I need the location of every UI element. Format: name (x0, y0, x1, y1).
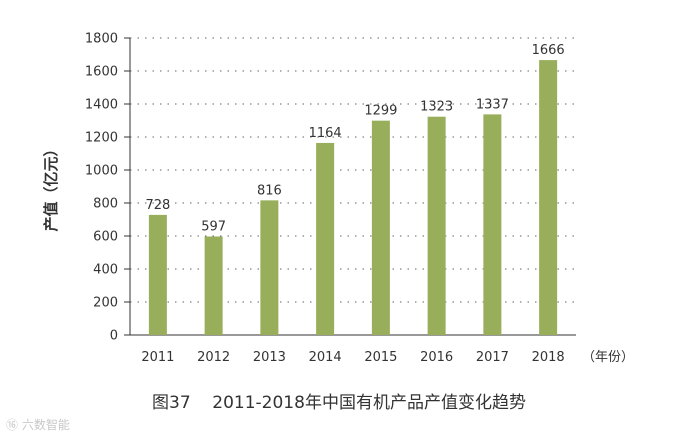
y-tick-label: 1800 (85, 32, 118, 47)
data-label-2017: 1337 (476, 97, 509, 112)
x-tick-label: 2018 (532, 350, 565, 365)
data-label-2016: 1323 (420, 100, 453, 115)
data-label-2013: 816 (257, 183, 282, 198)
bar-2015 (371, 120, 390, 335)
y-tick-label: 1200 (85, 131, 118, 146)
y-tick-label: 800 (93, 197, 118, 212)
x-tick-label: 2011 (141, 350, 174, 365)
y-tick-label: 1600 (85, 65, 118, 80)
x-tick-label: 2016 (420, 350, 453, 365)
y-axis-label: 产值（亿元） (42, 141, 60, 231)
bar-chart: 0 200 400 600 800 1000 1200 1400 1600 1800 728 597… (42, 32, 634, 366)
bar-2017 (483, 114, 502, 336)
bars (148, 60, 558, 336)
bar-2016 (427, 116, 446, 335)
x-tick-label: 2013 (253, 350, 286, 365)
y-tick-label: 1400 (85, 98, 118, 113)
y-tick-label: 0 (110, 329, 118, 344)
y-tick-labels: 0 200 400 600 800 1000 1200 1400 1600 1800 (85, 32, 130, 344)
y-tick-label: 1000 (85, 164, 118, 179)
data-label-2015: 1299 (364, 104, 397, 119)
y-tick-label: 200 (93, 296, 118, 311)
bar-2014 (316, 142, 335, 335)
y-tick-label: 400 (93, 263, 118, 278)
bar-2011 (148, 214, 167, 335)
figure-caption: 图37 2011-2018年中国有机产品产值变化趋势 (152, 393, 526, 413)
x-tick-labels: 2011 2012 2013 2014 2015 2016 2017 2018 (141, 350, 564, 365)
x-tick-label: 2017 (476, 350, 509, 365)
x-axis-label: （年份） (582, 350, 634, 365)
bar-2018 (539, 60, 558, 336)
data-label-2014: 1164 (309, 126, 342, 141)
bar-2012 (204, 236, 223, 335)
watermark: ⑯ 六数智能 (6, 418, 70, 432)
x-tick-label: 2012 (197, 350, 230, 365)
data-label-2011: 728 (145, 198, 170, 213)
x-tick-label: 2014 (309, 350, 342, 365)
x-tick-label: 2015 (364, 350, 397, 365)
bar-2013 (260, 200, 279, 335)
y-tick-label: 600 (93, 230, 118, 245)
data-label-2012: 597 (201, 219, 226, 234)
gridlines (130, 37, 576, 303)
data-label-2018: 1666 (532, 43, 565, 58)
data-labels: 728 597 816 1164 1299 1323 1337 1666 (145, 43, 564, 234)
